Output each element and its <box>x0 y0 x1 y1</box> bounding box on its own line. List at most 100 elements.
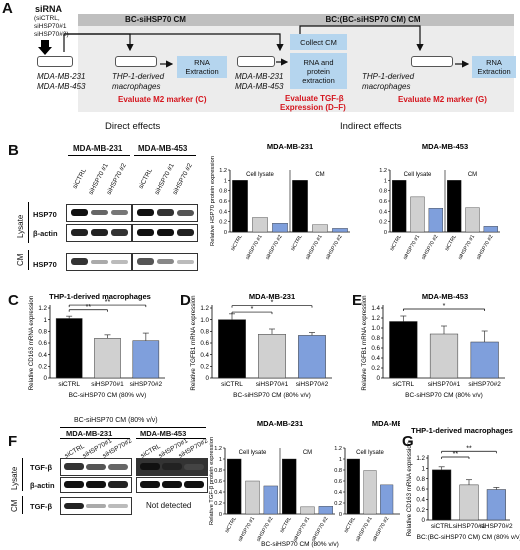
blot-f-cell1: MDA-MB-231 <box>66 429 113 438</box>
blot-f-lane-labels: siCTRL siHSP70#1 siHSP70#2 siCTRL siHSP7… <box>64 438 209 460</box>
y-axis-label: Relative TGFB1 mRNA expression <box>190 295 197 391</box>
blot-image <box>132 224 198 242</box>
significance-label: ** <box>105 299 111 306</box>
down-arrow-icon <box>38 40 52 55</box>
chart-title: MDA-MB-453 <box>422 142 468 151</box>
bar <box>132 340 160 379</box>
x-tick-label: siHSP70 #2 <box>265 234 284 261</box>
chart-c: THP-1-derived macrophages 0 0.2 0.4 0.6 0.8 1 1… <box>28 292 165 399</box>
eval-m2-c: Evaluate M2 marker (C) <box>118 95 207 104</box>
x-tick-label: siHSP70 #2 <box>371 516 390 543</box>
row-hsp70-cm: HSP70 <box>33 260 57 269</box>
panel-label-a: A <box>2 0 13 17</box>
thp1-label-1: THP-1-derived <box>112 72 165 81</box>
blot-f-cell2: MDA-MB-453 <box>140 429 187 438</box>
eval-m2-g: Evaluate M2 marker (G) <box>398 95 487 104</box>
y-tick-label: 0 <box>224 230 227 236</box>
subgroup-label: Cell lysate <box>356 450 384 456</box>
x-tick-label: siHSP70 #2 <box>476 234 495 261</box>
y-tick-label: 0 <box>44 375 48 382</box>
significance-label: * <box>443 303 446 310</box>
subgroup-label: Cell lysate <box>404 172 432 178</box>
y-tick-label: 1 <box>219 457 222 463</box>
y-tick-label: 1.4 <box>371 305 380 312</box>
direct-header: BC-siHSP70 CM <box>78 14 233 26</box>
y-tick-label: 0.6 <box>334 479 342 485</box>
bar <box>292 180 308 233</box>
subgroup-label: CM <box>468 172 477 178</box>
blot-b-cell2: MDA-MB-453 <box>138 144 188 153</box>
divider <box>28 202 29 243</box>
subgroup-label: CM <box>315 172 324 178</box>
y-tick-label: 0.4 <box>334 490 342 496</box>
chart-title: MDA-MB-231 <box>257 419 303 428</box>
divider <box>68 155 130 156</box>
rna-protein-line: extraction <box>302 75 335 85</box>
y-tick-label: 1.2 <box>416 455 425 462</box>
subgroup-label: CM <box>303 450 312 456</box>
x-tick-label: siHSP70 #1 <box>355 516 374 543</box>
thp1-label-1b: THP-1-derived <box>362 72 415 81</box>
bar <box>483 226 499 233</box>
group-lysate-f: Lysate <box>10 466 19 490</box>
y-tick-label: 1.2 <box>200 305 209 312</box>
cells-label-2: MDA-MB-453 <box>37 82 86 91</box>
y-tick-label: 1 <box>422 466 426 473</box>
x-tick-label: siHSP70 #2 <box>311 516 330 543</box>
blot-image <box>136 477 208 493</box>
y-tick-label: 1 <box>339 457 342 463</box>
x-tick-label: siCTRL <box>431 523 453 530</box>
y-tick-label: 0.8 <box>200 329 209 336</box>
chart-title: MDA-MB-231 <box>249 292 295 301</box>
group-cm: CM <box>16 253 25 266</box>
x-tick-label: siHSP70 #1 <box>402 234 421 261</box>
x-tick-label: siCTRL <box>58 381 80 388</box>
bar <box>281 458 297 515</box>
y-tick-label: 1 <box>44 317 48 324</box>
macrophage-dish <box>115 56 157 67</box>
y-axis-label: Relative HSP70 protein expression <box>210 156 216 246</box>
y-tick-label: 1 <box>384 178 387 184</box>
panel-label-c: C <box>8 292 19 309</box>
y-tick-label: 1.2 <box>371 315 380 322</box>
y-tick-label: 0.2 <box>219 220 227 226</box>
chart-b: Relative HSP70 protein expression MDA-MB-… <box>210 142 500 261</box>
sirna-item: (siCTRL, <box>34 15 60 22</box>
bar <box>94 338 121 379</box>
significance-label: ** <box>86 304 92 311</box>
blot-image <box>132 253 198 271</box>
x-tick-label: siHSP70#1 <box>91 381 124 388</box>
bar <box>380 484 394 515</box>
x-tick-label: siCTRL <box>230 234 244 252</box>
bar <box>459 484 479 521</box>
panel-label-e: E <box>352 292 363 309</box>
y-tick-label: 0.2 <box>379 220 387 226</box>
collect-cm-box: Collect CM <box>290 34 347 50</box>
blot-image <box>136 458 208 476</box>
x-tick-label: siHSP70 #2 <box>256 516 275 543</box>
y-tick-label: 0 <box>219 512 222 518</box>
blot-image <box>132 204 198 222</box>
x-tick-label: siCTRL <box>392 381 414 388</box>
y-tick-label: 0.8 <box>219 189 227 195</box>
x-tick-label: siHSP70#2 <box>480 523 513 530</box>
divider <box>22 496 23 514</box>
y-tick-label: 0.4 <box>214 490 222 496</box>
schematic-arrows <box>63 25 470 68</box>
bar <box>298 335 326 379</box>
y-tick-label: 0 <box>377 375 381 382</box>
y-tick-label: 0 <box>422 517 426 524</box>
bar <box>252 217 268 233</box>
bar <box>391 180 407 233</box>
y-tick-label: 0.4 <box>416 497 425 504</box>
divider <box>136 438 206 439</box>
row-hsp70: HSP70 <box>33 210 57 219</box>
y-tick-label: 0.6 <box>38 340 47 347</box>
y-tick-label: 0.6 <box>214 479 222 485</box>
panel-label-g: G <box>402 433 414 450</box>
bar <box>429 333 459 379</box>
bar <box>218 319 246 379</box>
bar <box>410 196 425 233</box>
blot-image <box>66 253 132 271</box>
bar <box>227 458 242 515</box>
